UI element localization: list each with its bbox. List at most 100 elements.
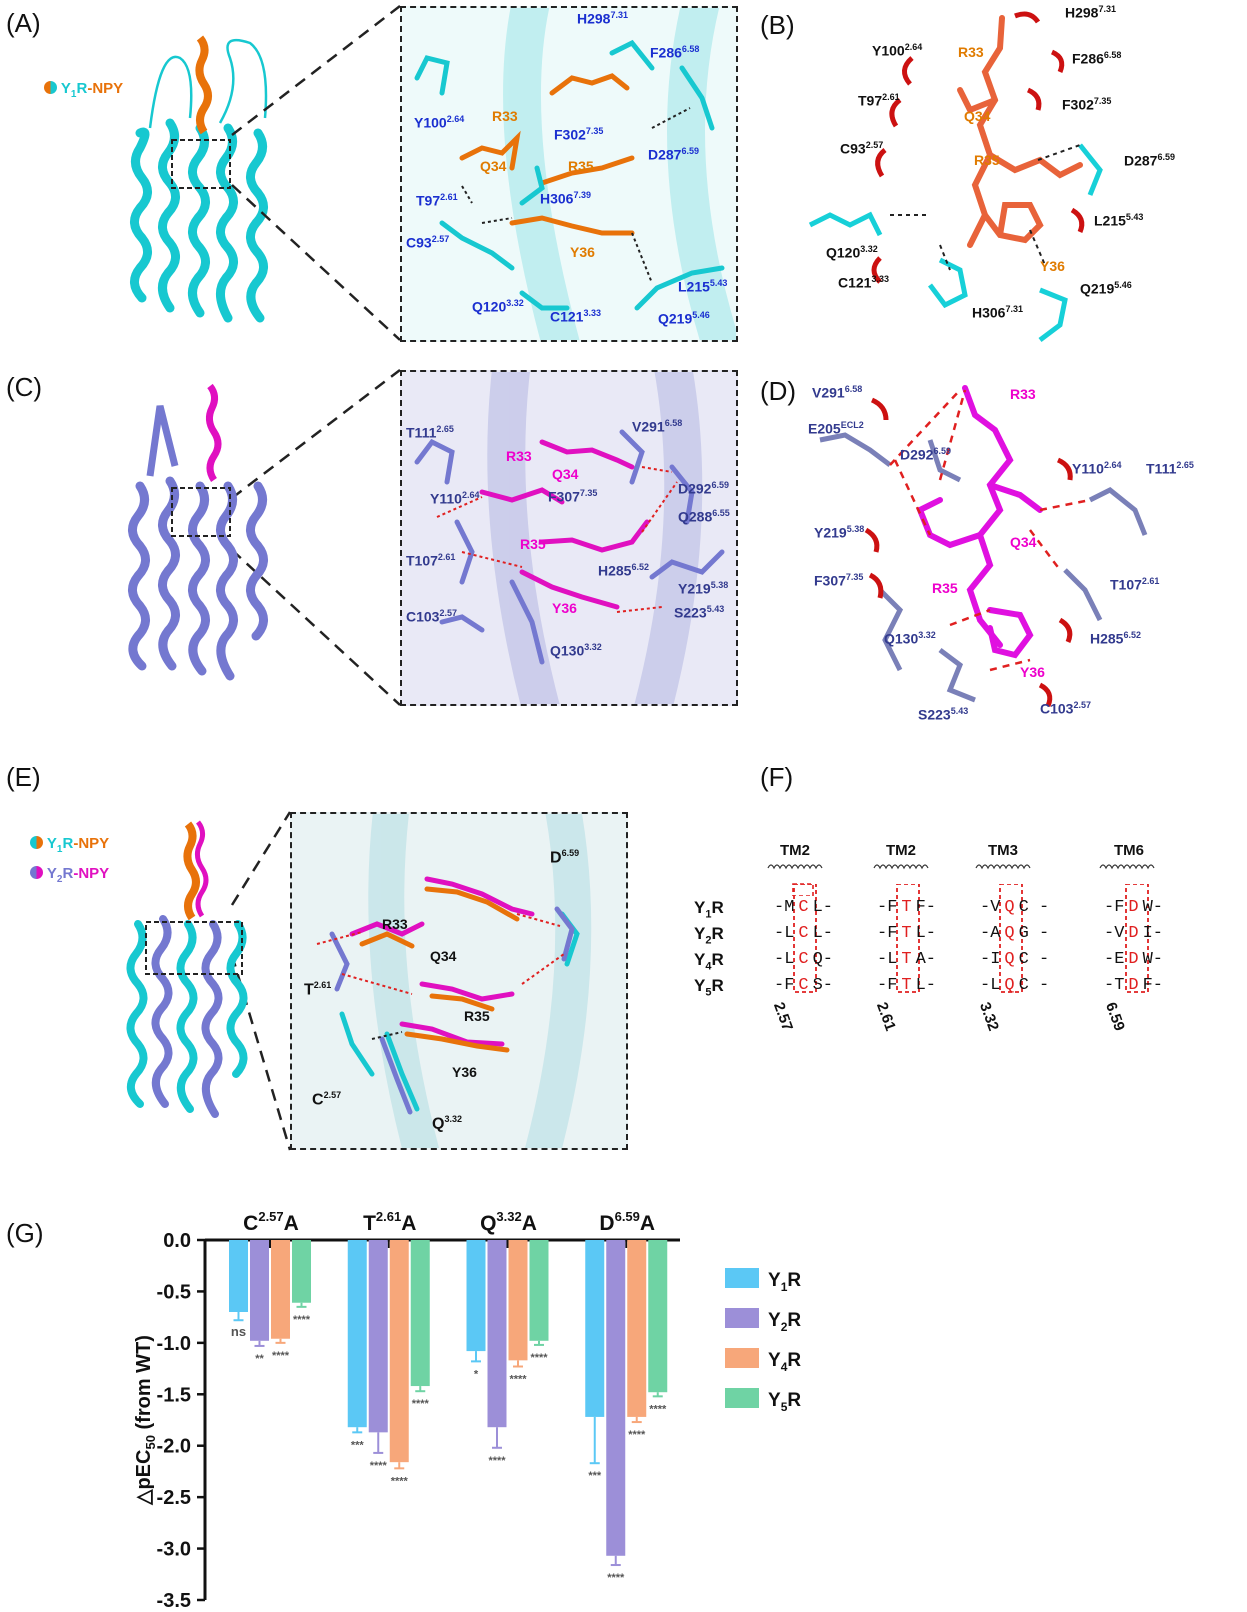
- half-circle-icon: [30, 866, 43, 879]
- panel-label-c: (C): [6, 372, 43, 402]
- zoom-box-e: R33 D6.59 Q34 T2.61 R35 Y36 C2.57 Q3.32: [290, 812, 628, 1150]
- y-axis-label: △pEC50 (from WT): [133, 1335, 158, 1506]
- label-e-r35: R35: [464, 1008, 490, 1024]
- label-d-q34: Q34: [1010, 534, 1037, 550]
- label-h298: H2987.31: [577, 10, 628, 27]
- alignment-cell: -F D W-: [1104, 898, 1164, 917]
- label-t97: T972.61: [416, 192, 458, 209]
- bar: [410, 1240, 430, 1387]
- label-e-q34: Q34: [430, 948, 457, 964]
- label-b-c93: C932.57: [840, 140, 884, 157]
- bar: [271, 1240, 290, 1339]
- significance-label: **: [255, 1353, 264, 1365]
- bar: [648, 1240, 668, 1393]
- alignment-cell: -V Q C -: [980, 898, 1050, 917]
- label-b-q219: Q2195.46: [1080, 280, 1132, 297]
- label-c-t107: T1072.61: [406, 552, 456, 569]
- y-tick-label: -0.5: [157, 1281, 191, 1303]
- panel-e-legend: Y1R-NPY Y2R-NPY: [30, 832, 109, 892]
- legend-swatch: [725, 1388, 759, 1408]
- legend-label: Y4R: [768, 1350, 801, 1374]
- panel-f-alignment: TM2 TM2 TM3 TM6 Y1R -M C L- -F T F- -V Q C - -F D W-…: [690, 834, 1230, 1034]
- legend-npy: -NPY: [87, 80, 124, 97]
- helix-icon-3: [975, 864, 1031, 870]
- category-label: T2.61A: [363, 1209, 416, 1235]
- legend-swatch: [725, 1348, 759, 1368]
- zoom-a-sticks: [414, 8, 736, 340]
- label-e-t261: T2.61: [304, 980, 332, 999]
- half-circle-icon: [44, 81, 57, 94]
- alignment-cell: -F C S-: [774, 976, 834, 995]
- label-d-s223: S2235.43: [918, 706, 969, 723]
- significance-label: ****: [509, 1374, 527, 1386]
- panel-label-b: (B): [760, 10, 795, 40]
- label-c-q130: Q1303.32: [550, 642, 602, 659]
- alignment-cell: -T D F-: [1104, 976, 1164, 995]
- label-c-f307: F3077.35: [548, 488, 598, 505]
- helix-icon-4: [1099, 864, 1155, 870]
- label-e-r33: R33: [382, 916, 408, 932]
- label-c-v291: V2916.58: [632, 418, 683, 435]
- panel-label-d: (D): [760, 376, 797, 406]
- alignment-cell: -I Q C -: [980, 950, 1050, 969]
- label-c-d292: D2926.59: [678, 480, 729, 497]
- label-d-v291: V2916.58: [812, 384, 863, 401]
- alignment-cell: -F T F-: [877, 898, 937, 917]
- label-e-q332: Q3.32: [432, 1114, 462, 1133]
- bar: [229, 1240, 248, 1312]
- significance-label: ns: [231, 1324, 246, 1339]
- label-c-h285: H2856.52: [598, 562, 649, 579]
- bar: [606, 1240, 626, 1556]
- label-c-t111: T1112.65: [406, 424, 454, 441]
- label-c-q34: Q34: [552, 466, 579, 482]
- label-d-e205: E205ECL2: [808, 420, 864, 437]
- label-b-f286: F2866.58: [1072, 50, 1122, 67]
- label-d-r35: R35: [932, 580, 958, 596]
- label-b-d287: D2876.59: [1124, 152, 1175, 169]
- y-tick-label: 0.0: [163, 1230, 191, 1252]
- label-d-y110: Y1102.64: [1072, 460, 1122, 477]
- label-b-y36: Y36: [1040, 258, 1065, 274]
- significance-label: ****: [628, 1429, 646, 1441]
- legend-y1r: Y1R: [60, 80, 88, 100]
- significance-label: ****: [488, 1455, 506, 1467]
- tm-label-3: TM3: [988, 842, 1018, 859]
- legend-swatch: [725, 1268, 759, 1288]
- alignment-row-label: Y1R: [694, 898, 724, 921]
- alignment-cell: -L Q C -: [980, 976, 1050, 995]
- label-y36: Y36: [570, 244, 595, 260]
- label-e-d659: D6.59: [550, 848, 580, 867]
- label-y100: Y1002.64: [414, 114, 465, 131]
- y-tick-label: -2.0: [157, 1436, 191, 1458]
- y-tick-label: -3.5: [157, 1590, 191, 1612]
- alignment-row-label: Y5R: [694, 976, 724, 999]
- category-label: D6.59A: [599, 1209, 655, 1235]
- label-c-y219: Y2195.38: [678, 580, 729, 597]
- bar: [508, 1240, 528, 1361]
- significance-label: ***: [351, 1439, 365, 1451]
- bar: [389, 1240, 409, 1463]
- label-b-h306: H3067.31: [972, 304, 1023, 321]
- label-d-q130: Q1303.32: [884, 630, 936, 647]
- label-l215: L2155.43: [678, 278, 728, 295]
- bar: [627, 1240, 647, 1417]
- label-q219: Q2195.46: [658, 310, 710, 327]
- significance-label: ****: [412, 1398, 430, 1410]
- bar: [250, 1240, 269, 1341]
- y-tick-label: -1.5: [157, 1384, 191, 1406]
- label-b-y100: Y1002.64: [872, 42, 923, 59]
- alignment-cell: -M C L-: [774, 898, 834, 917]
- y-tick-label: -1.0: [157, 1333, 191, 1355]
- overlay-structure-cartoon: [126, 820, 248, 1118]
- label-h306: H3067.39: [540, 190, 591, 207]
- label-d-h285: H2856.52: [1090, 630, 1141, 647]
- label-b-h298: H2987.31: [1065, 4, 1116, 21]
- helix-icon-1: [767, 864, 823, 870]
- panel-d-interaction-map: [819, 385, 1148, 707]
- label-r33: R33: [492, 108, 518, 124]
- panel-label-a: (A): [6, 8, 41, 38]
- bar: [466, 1240, 486, 1352]
- label-e-c257: C2.57: [312, 1090, 342, 1109]
- label-c-q288: Q2886.55: [678, 508, 730, 525]
- label-d-y219: Y2195.38: [814, 524, 865, 541]
